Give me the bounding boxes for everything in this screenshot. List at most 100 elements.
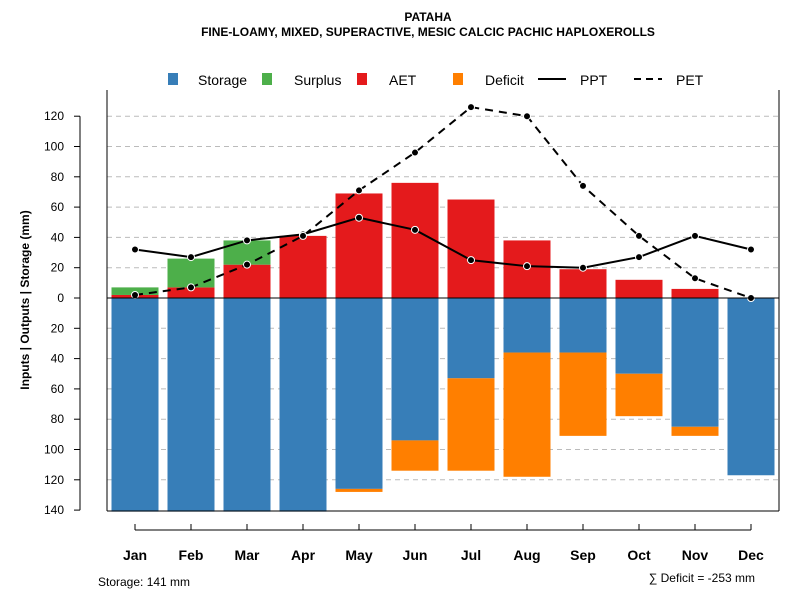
bar-deficit-aug [503,352,551,477]
x-tick-label-feb: Feb [179,547,204,563]
bars [111,182,775,512]
chart-title: PATAHA [404,10,452,24]
bar-deficit-sep [559,352,607,436]
point-ppt-aug [523,262,531,271]
point-ppt-may [355,213,363,222]
x-tick-label-dec: Dec [738,547,764,563]
bar-aet-jun [391,182,439,298]
x-tick-label-jun: Jun [403,547,428,563]
gridlines [107,115,779,481]
point-ppt-oct [635,253,643,262]
line-pet [134,106,752,299]
y-axis-label: Inputs | Outputs | Storage (mm) [18,210,32,389]
bar-deficit-jun [391,440,439,471]
legend-label-deficit: Deficit [485,72,524,88]
bar-aet-mar [223,264,271,298]
point-pet-jun [411,148,419,157]
legend: Storage Surplus AET Deficit PPT PET [168,72,704,88]
x-tick-label-aug: Aug [513,547,540,563]
point-pet-oct [635,231,643,240]
bar-aet-may [335,193,383,298]
bar-storage-jun [391,298,439,441]
point-ppt-nov [691,231,699,240]
legend-swatch-storage [168,73,178,85]
legend-swatch-deficit [453,73,463,85]
y-tick-label: 120 [44,109,64,123]
point-pet-apr [299,231,307,240]
point-pet-aug [523,112,531,121]
y-tick-label: 100 [44,140,64,154]
y-tick-label: 80 [51,412,65,426]
bar-aet-feb [167,287,215,298]
bar-deficit-nov [671,426,719,436]
bar-aet-oct [615,279,663,298]
point-pet-nov [691,274,699,283]
bar-storage-may [335,298,383,489]
bar-storage-nov [671,298,719,427]
y-tick-label: 40 [51,352,65,366]
point-ppt-jul [467,256,475,265]
y-tick-label: 20 [51,321,65,335]
storage-note: Storage: 141 mm [98,575,190,589]
bar-deficit-oct [615,373,663,417]
x-tick-label-oct: Oct [627,547,651,563]
y-tick-label: 80 [51,170,65,184]
point-pet-may [355,186,363,195]
bar-deficit-jul [447,378,495,471]
legend-label-surplus: Surplus [294,72,341,88]
y-tick-label: 40 [51,230,65,244]
y-tick-label: 140 [44,503,64,517]
x-tick-label-may: May [345,547,372,563]
y-tick-label: 20 [51,261,65,275]
point-ppt-feb [187,253,195,262]
point-pet-mar [243,260,251,269]
bar-storage-oct [615,298,663,374]
bar-aet-jul [447,199,495,298]
chart-subtitle: FINE-LOAMY, MIXED, SUPERACTIVE, MESIC CA… [201,25,655,39]
x-tick-label-nov: Nov [682,547,709,563]
legend-label-ppt: PPT [580,72,608,88]
point-pet-jan [131,290,139,299]
bar-storage-aug [503,298,551,353]
x-tick-label-sep: Sep [570,547,596,563]
bar-deficit-may [335,488,383,492]
x-tick-label-apr: Apr [291,547,316,563]
legend-swatch-surplus [262,73,272,85]
legend-label-storage: Storage [198,72,247,88]
bar-aet-nov [671,288,719,298]
x-tick-label-jul: Jul [461,547,481,563]
bar-storage-mar [223,298,271,512]
deficit-note: ∑ Deficit = -253 mm [649,571,755,585]
axes: 120 100 80 60 40 20 0 20 40 60 80 100 120 140 Jan Feb Ma… [44,90,780,563]
bar-storage-jan [111,298,159,512]
point-pet-sep [579,181,587,190]
bar-storage-dec [727,298,775,476]
point-pet-feb [187,283,195,292]
point-ppt-jan [131,245,139,254]
y-tick-label: 60 [51,200,65,214]
legend-label-aet: AET [389,72,417,88]
x-tick-label-jan: Jan [123,547,147,563]
point-ppt-sep [579,263,587,272]
y-tick-label: 120 [44,473,64,487]
bar-surplus-feb [167,258,215,288]
x-tick-label-mar: Mar [235,547,260,563]
bar-storage-sep [559,298,607,353]
y-tick-label: 60 [51,382,65,396]
bar-storage-jul [447,298,495,379]
bar-storage-apr [279,298,327,512]
point-ppt-jun [411,225,419,234]
bar-aet-sep [559,269,607,298]
point-ppt-dec [747,245,755,254]
point-pet-jul [467,103,475,112]
legend-swatch-aet [357,73,367,85]
legend-label-pet: PET [676,72,704,88]
bar-aet-apr [279,235,327,298]
y-tick-label: 100 [44,443,64,457]
line-ppt [134,216,752,269]
bar-storage-feb [167,298,215,512]
series-lines [131,103,755,302]
y-tick-label: 0 [57,291,64,305]
